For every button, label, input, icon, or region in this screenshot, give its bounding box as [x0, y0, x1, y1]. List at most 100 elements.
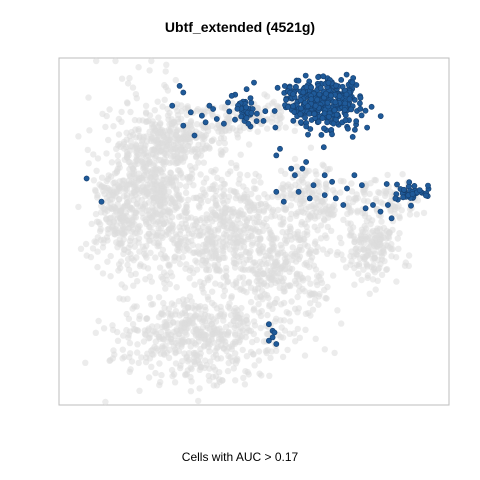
background-cell-point [289, 244, 296, 251]
background-cell-point [134, 207, 141, 214]
background-cell-point [232, 356, 239, 363]
background-cell-point [230, 250, 237, 257]
highlighted-cell-point [358, 182, 365, 189]
background-cell-point [168, 300, 176, 307]
background-cell-point [214, 326, 221, 333]
background-cell-point [206, 377, 213, 384]
background-cell-point [250, 185, 258, 192]
background-cell-point [370, 261, 377, 268]
background-cell-point [205, 344, 212, 351]
background-cell-point [336, 234, 344, 241]
background-cell-point [139, 210, 146, 217]
background-cell-point [307, 257, 314, 264]
background-cell-point [161, 96, 168, 104]
background-cell-point [93, 239, 100, 246]
background-cell-point [360, 246, 367, 253]
highlighted-cell-point [411, 182, 418, 189]
background-cell-point [201, 336, 209, 343]
background-cell-point [158, 310, 166, 318]
background-cell-point [309, 210, 316, 217]
background-cell-point [243, 353, 251, 360]
background-cell-point [359, 187, 367, 194]
background-cell-point [102, 123, 109, 131]
background-cell-point [109, 322, 116, 329]
background-cell-point [224, 170, 232, 178]
background-cell-point [137, 261, 144, 268]
background-cell-point [127, 241, 134, 248]
background-cell-point [228, 293, 235, 300]
background-cell-point [320, 162, 327, 170]
background-cell-point [291, 330, 298, 337]
background-cell-point [338, 320, 345, 327]
highlighted-cell-point [299, 165, 306, 172]
background-cell-point [93, 57, 100, 65]
highlighted-cell-point [297, 119, 304, 126]
background-cell-point [241, 223, 248, 230]
background-cell-point [131, 186, 138, 193]
background-cell-point [85, 94, 92, 101]
background-cell-point [186, 135, 193, 142]
background-cell-point [111, 212, 118, 219]
highlighted-cell-point [324, 119, 330, 126]
background-cell-point [140, 163, 147, 171]
background-cell-point [163, 321, 170, 328]
background-cell-point [213, 382, 221, 389]
background-cell-point [253, 219, 261, 226]
background-cell-point [231, 188, 238, 196]
background-cell-point [330, 272, 337, 279]
highlighted-cell-point [269, 334, 276, 341]
background-cell-point [199, 215, 206, 222]
background-cell-point [266, 372, 273, 379]
background-cell-point [264, 125, 271, 132]
background-cell-point [160, 350, 168, 357]
background-cell-point [302, 326, 309, 333]
highlighted-cell-point [311, 111, 318, 117]
background-cell-point [195, 159, 202, 166]
highlighted-cell-point [318, 131, 325, 138]
background-cell-point [124, 261, 131, 269]
background-cell-point [251, 362, 258, 369]
background-cell-point [360, 240, 368, 247]
background-cell-point [187, 162, 194, 170]
background-cell-point [282, 124, 289, 131]
highlighted-cell-point [238, 113, 245, 120]
background-cell-point [166, 314, 174, 322]
background-cell-point [237, 151, 244, 158]
background-cell-point [209, 288, 216, 295]
background-cell-point [363, 225, 370, 232]
highlighted-cell-point [98, 198, 105, 205]
background-cell-point [232, 350, 239, 357]
background-cell-point [307, 144, 315, 151]
background-cell-point [114, 337, 122, 344]
background-cell-point [165, 354, 173, 362]
highlighted-cell-point [351, 172, 358, 179]
background-cell-point [141, 246, 148, 253]
highlighted-cell-point [303, 123, 310, 130]
highlighted-cell-point [273, 152, 280, 159]
background-cell-point [166, 135, 173, 143]
background-cell-point [207, 358, 214, 365]
background-cell-point [92, 210, 100, 218]
background-cell-point [148, 301, 155, 308]
background-cell-point [255, 348, 263, 355]
background-cell-point [280, 299, 288, 307]
background-cell-point [364, 263, 371, 270]
background-cell-point [134, 195, 141, 202]
background-cell-point [395, 245, 402, 252]
background-cell-point [130, 326, 138, 333]
background-cell-point [153, 202, 160, 209]
highlighted-cell-point [344, 125, 351, 132]
highlighted-cell-point [321, 172, 328, 179]
background-cell-point [118, 108, 125, 116]
background-cell-point [353, 261, 361, 269]
background-cell-point [369, 276, 377, 283]
background-cell-point [169, 221, 176, 228]
background-cell-point [243, 289, 250, 296]
background-cell-point [245, 266, 252, 273]
background-cell-point [82, 359, 89, 366]
background-cell-point [224, 197, 231, 205]
background-cell-point [267, 229, 274, 236]
background-cell-point [177, 364, 184, 372]
background-cell-point [388, 240, 395, 248]
highlighted-cell-point [295, 77, 302, 84]
